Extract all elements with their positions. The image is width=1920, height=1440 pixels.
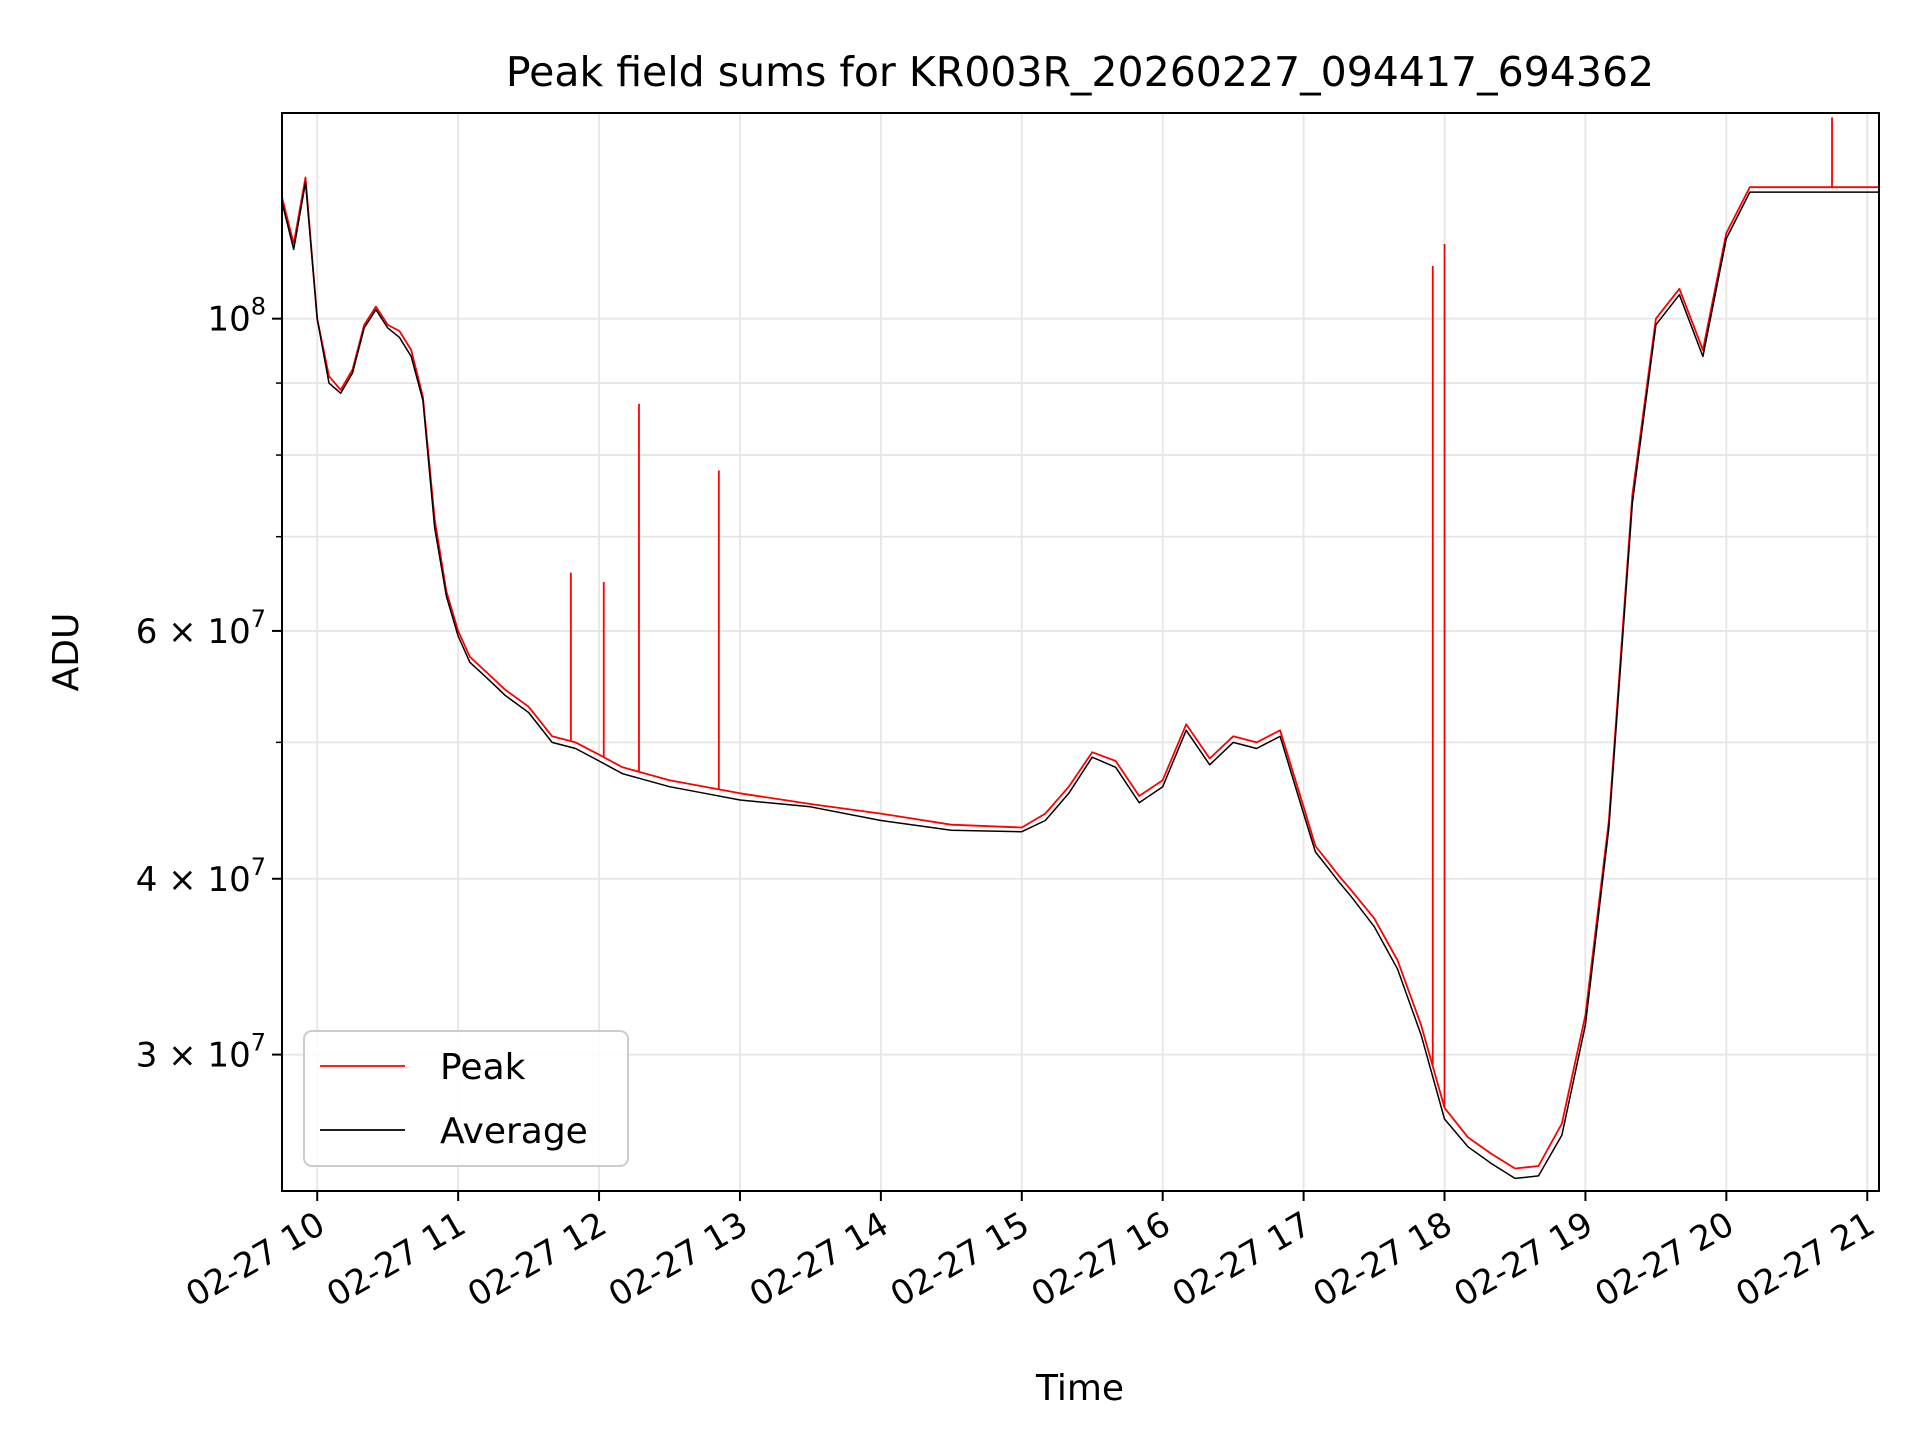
y-axis-label: ADU <box>46 613 87 692</box>
legend: Peak Average <box>303 1030 629 1167</box>
legend-box <box>303 1030 629 1167</box>
y-tick-label: 6 × 107 <box>136 605 266 652</box>
plot-background <box>282 113 1879 1191</box>
y-axis: 108 6 × 107 4 × 107 3 × 107 <box>136 293 282 1076</box>
chart-title: Peak field sums for KR003R_20260227_0944… <box>506 48 1654 96</box>
x-axis-label: Time <box>1035 1368 1124 1409</box>
plot-frame <box>281 112 1880 1192</box>
series-layer <box>281 117 1879 1180</box>
y-tick-label: 108 <box>207 293 266 340</box>
legend-label-peak: Peak <box>440 1047 526 1088</box>
legend-label-average: Average <box>440 1111 588 1152</box>
plot-area <box>281 112 1880 1192</box>
series-line-average <box>281 181 1879 1180</box>
y-tick-label: 3 × 107 <box>136 1029 266 1076</box>
y-tick-label: 4 × 107 <box>136 853 266 900</box>
